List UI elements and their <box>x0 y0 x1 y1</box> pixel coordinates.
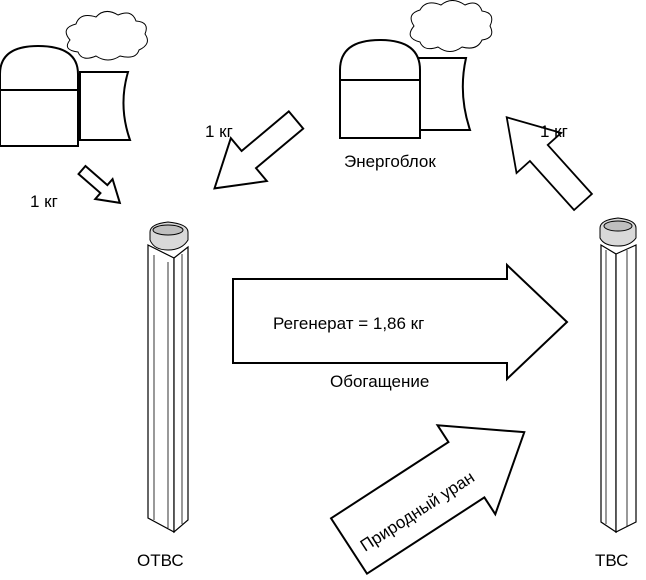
steam-cloud-icon <box>409 0 493 52</box>
arrow-icon <box>505 116 594 212</box>
arrow-left-unit-to-spent <box>77 164 122 205</box>
arrow-icon <box>77 164 122 205</box>
arrow-fuel-to-center-unit <box>505 116 594 212</box>
enrichment-label: Обогащение <box>330 372 429 391</box>
arrow-icon <box>232 262 569 382</box>
reactor-building-icon <box>339 38 421 139</box>
reactor-building-icon <box>0 44 79 147</box>
steam-cloud-icon <box>65 11 148 61</box>
assembly-body-front <box>600 243 617 534</box>
spent-fuel-assembly <box>147 221 189 534</box>
regenerate-label: Регенерат = 1,86 кг <box>273 314 424 333</box>
mass-label-left: 1 кг <box>30 192 58 211</box>
cooling-tower-icon <box>79 71 132 141</box>
power-unit-center <box>339 0 493 139</box>
assembly-body-side <box>173 245 189 534</box>
assembly-body-front <box>147 244 175 534</box>
power-unit-label: Энергоблок <box>344 152 436 171</box>
mass-label-center: 1 кг <box>205 122 233 141</box>
cooling-tower-icon <box>417 57 472 131</box>
arrow-center-unit-to-spent <box>213 110 305 190</box>
mass-label-right: 1 кг <box>540 122 568 141</box>
arrow-natural-uranium <box>329 424 526 576</box>
arrow-enrichment <box>232 262 569 382</box>
arrow-icon <box>213 110 305 190</box>
spent-fuel-assembly-label: ОТВС <box>137 551 184 570</box>
power-unit-left <box>0 11 148 147</box>
assembly-body-side <box>615 244 637 533</box>
fuel-assembly-label: ТВС <box>595 551 628 570</box>
arrow-icon <box>329 424 526 576</box>
fuel-assembly <box>599 217 637 534</box>
